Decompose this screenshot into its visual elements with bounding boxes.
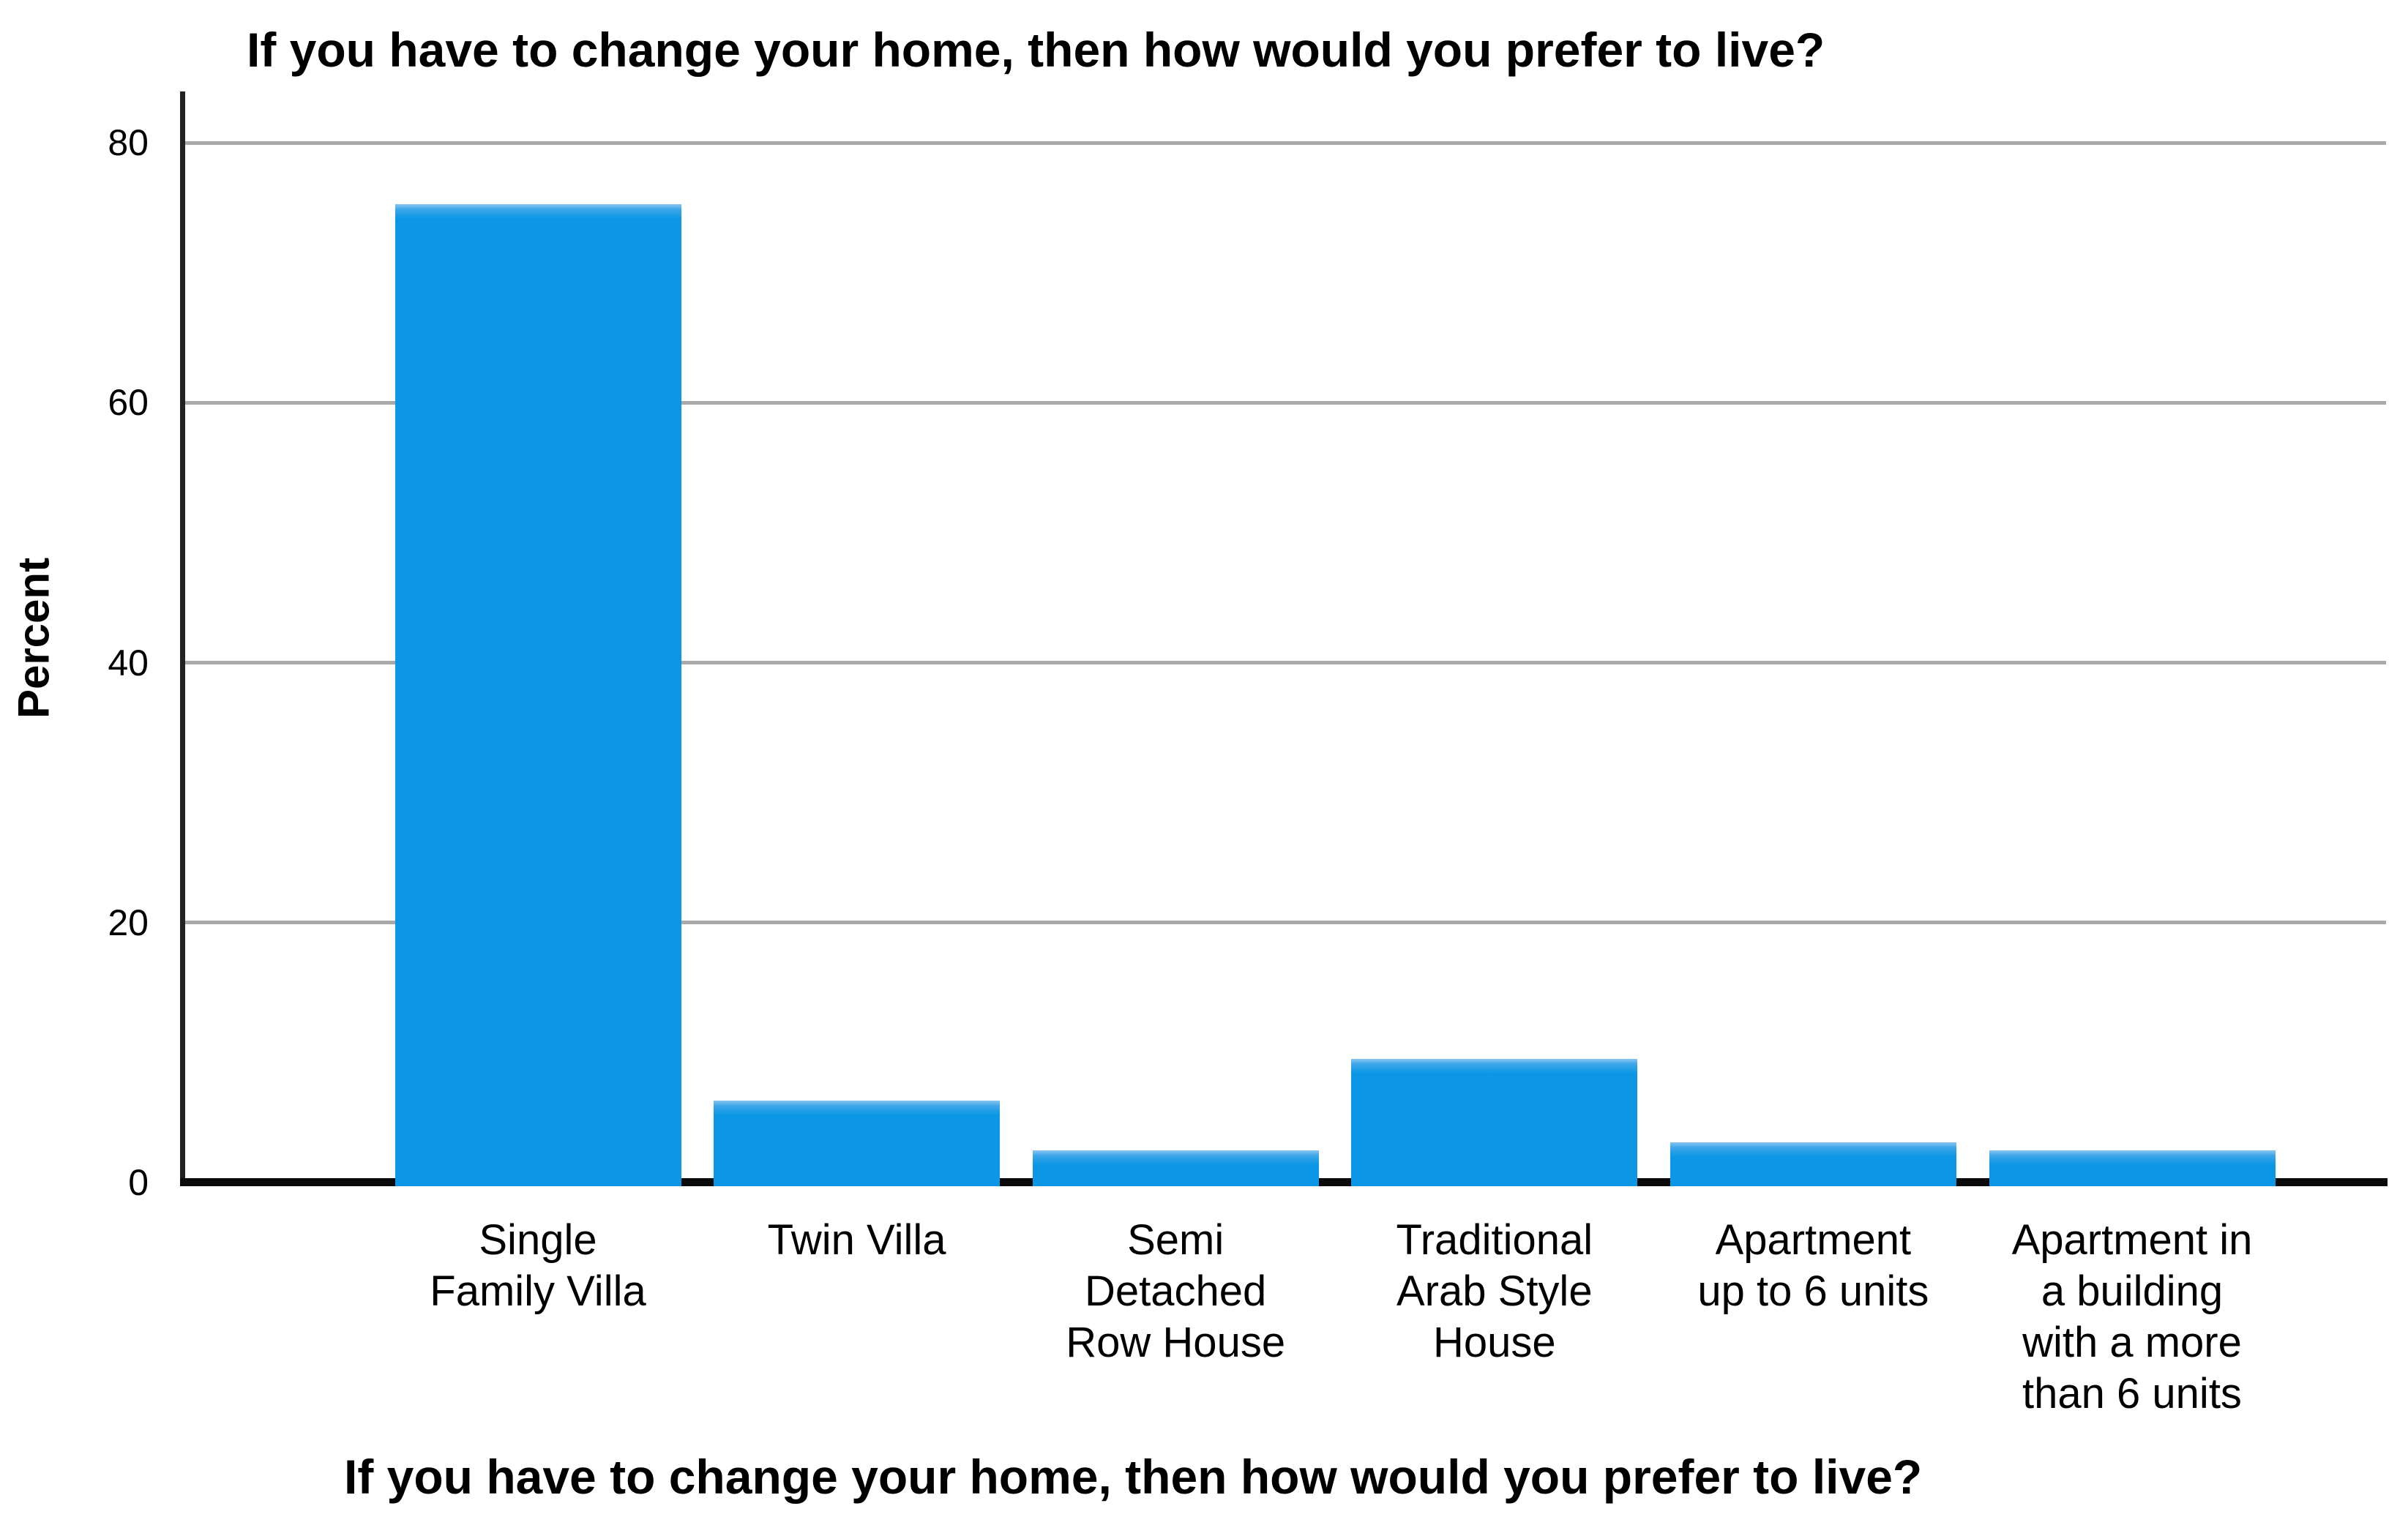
y-axis-line xyxy=(180,91,185,1186)
category-label-line: Traditional xyxy=(1396,1216,1593,1264)
y-tick-label-0: 0 xyxy=(128,1162,149,1203)
category-label-line: Apartment xyxy=(1715,1216,1912,1264)
gridline-40 xyxy=(185,661,2386,665)
y-axis-title: Percent xyxy=(9,557,59,719)
bar-5 xyxy=(1669,1142,1956,1186)
gridline-80 xyxy=(185,141,2386,145)
category-label-line: Single xyxy=(479,1216,597,1264)
category-label-3: Semi Detached Row House xyxy=(1007,1215,1344,1368)
category-label-line: a building xyxy=(2041,1267,2224,1315)
gridline-20 xyxy=(185,921,2386,925)
x-axis-title: If you have to change your home, then ho… xyxy=(344,1450,1923,1504)
bar-1 xyxy=(395,203,681,1186)
category-label-1: Single Family Villa xyxy=(370,1215,706,1317)
category-label-line: Family Villa xyxy=(430,1267,646,1315)
bar-2 xyxy=(714,1101,1001,1186)
y-tick-label-80: 80 xyxy=(108,122,149,164)
y-tick-label-40: 40 xyxy=(108,642,149,683)
category-label-6: Apartment in a building with a more than 6 … xyxy=(1964,1215,2300,1420)
category-label-4: Traditional Arab Style House xyxy=(1326,1215,1663,1368)
category-label-line: Detached xyxy=(1085,1267,1267,1315)
category-label-line: Twin Villa xyxy=(767,1216,946,1264)
category-label-5: Apartment up to 6 units xyxy=(1645,1215,1981,1317)
category-label-line: Arab Style xyxy=(1396,1267,1593,1315)
y-tick-label-20: 20 xyxy=(108,902,149,943)
category-label-line: Row House xyxy=(1066,1319,1286,1366)
category-label-line: with a more xyxy=(2022,1319,2242,1366)
bar-4 xyxy=(1351,1059,1638,1186)
category-label-2: Twin Villa xyxy=(689,1215,1025,1266)
category-label-line: Semi xyxy=(1127,1216,1224,1264)
category-label-line: Apartment in xyxy=(2011,1216,2253,1264)
y-tick-label-60: 60 xyxy=(108,382,149,424)
category-label-line: House xyxy=(1432,1319,1556,1366)
bar-6 xyxy=(1989,1150,2276,1186)
category-label-line: than 6 units xyxy=(2022,1370,2242,1417)
gridline-60 xyxy=(185,400,2386,405)
category-label-line: up to 6 units xyxy=(1697,1267,1929,1315)
chart-title: If you have to change your home, then ho… xyxy=(247,23,1825,77)
bar-3 xyxy=(1032,1150,1319,1186)
